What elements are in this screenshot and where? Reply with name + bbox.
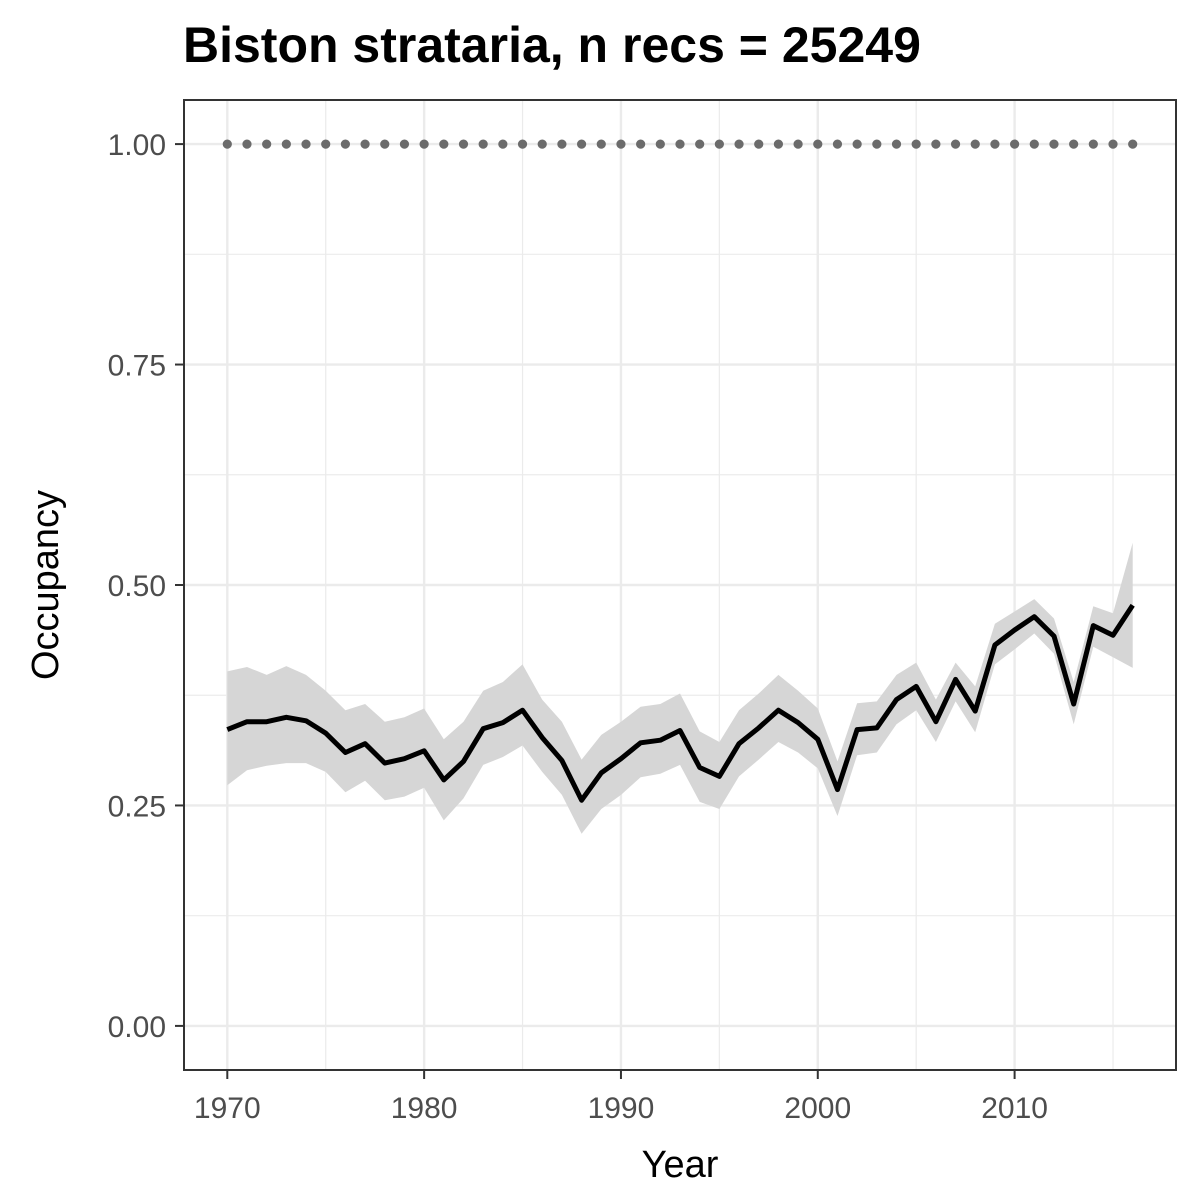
series-layer (222, 139, 1138, 834)
dotted-point (970, 139, 980, 149)
x-tick-label: 2010 (981, 1092, 1048, 1125)
y-tick-label: 0.75 (108, 350, 166, 383)
dotted-point (813, 139, 823, 149)
y-tick-label: 0.25 (108, 790, 166, 823)
y-axis: 0.00 0.25 0.50 0.75 1.00 (108, 129, 184, 1044)
confidence-ribbon (227, 542, 1133, 834)
dotted-point (1010, 139, 1020, 149)
x-tick-label: 1980 (391, 1092, 458, 1125)
dotted-point (852, 139, 862, 149)
x-axis: 1970 1980 1990 2000 2010 (194, 1070, 1048, 1125)
dotted-point (636, 139, 646, 149)
x-axis-title: Year (642, 1144, 719, 1186)
chart-title: Biston strataria, n recs = 25249 (183, 17, 921, 73)
dotted-point (281, 139, 291, 149)
dotted-point (321, 139, 331, 149)
dotted-point (695, 139, 705, 149)
dotted-point (616, 139, 626, 149)
dotted-point (832, 139, 843, 149)
dotted-point (458, 139, 469, 149)
dotted-point (714, 139, 724, 149)
dotted-point (675, 139, 685, 149)
occupancy-line (226, 603, 1135, 803)
dotted-point (439, 139, 449, 149)
dotted-point (1049, 139, 1059, 149)
dotted-point (754, 139, 764, 149)
dotted-point (262, 139, 272, 149)
dotted-point (793, 139, 803, 149)
dotted-point (596, 139, 606, 149)
dotted-point (399, 139, 410, 149)
dotted-point (517, 139, 528, 149)
y-tick-label: 0.50 (108, 570, 166, 603)
dotted-point (655, 139, 665, 149)
dotted-point (242, 139, 252, 149)
dotted-point (537, 139, 547, 149)
dotted-point (911, 139, 921, 149)
dotted-point (891, 139, 902, 149)
dotted-point (931, 139, 941, 149)
dotted-point (1069, 139, 1079, 149)
dotted-point (773, 139, 784, 149)
dotted-point (990, 139, 1000, 149)
x-tick-label: 1970 (194, 1092, 261, 1125)
dotted-point (557, 139, 567, 149)
dotted-point (1029, 139, 1039, 149)
dotted-point (734, 139, 744, 149)
dotted-point (1088, 139, 1098, 149)
dotted-point (498, 139, 508, 149)
x-tick-label: 2000 (784, 1092, 851, 1125)
y-axis-title: Occupancy (25, 490, 67, 680)
y-tick-label: 1.00 (108, 129, 166, 162)
dotted-point (222, 139, 232, 149)
dotted-point (1108, 139, 1118, 149)
x-tick-label: 1990 (588, 1092, 655, 1125)
dotted-point (1128, 139, 1138, 149)
y-tick-label: 0.00 (108, 1011, 166, 1044)
dotted-point (872, 139, 882, 149)
dotted-point (301, 139, 311, 149)
dotted-point (340, 139, 350, 149)
plot-panel (183, 99, 1177, 1071)
dotted-point (576, 139, 587, 149)
dotted-point (360, 139, 370, 149)
dotted-point (950, 139, 961, 149)
dotted-point (478, 139, 488, 149)
dotted-point (380, 139, 390, 149)
dotted-point (419, 139, 429, 149)
